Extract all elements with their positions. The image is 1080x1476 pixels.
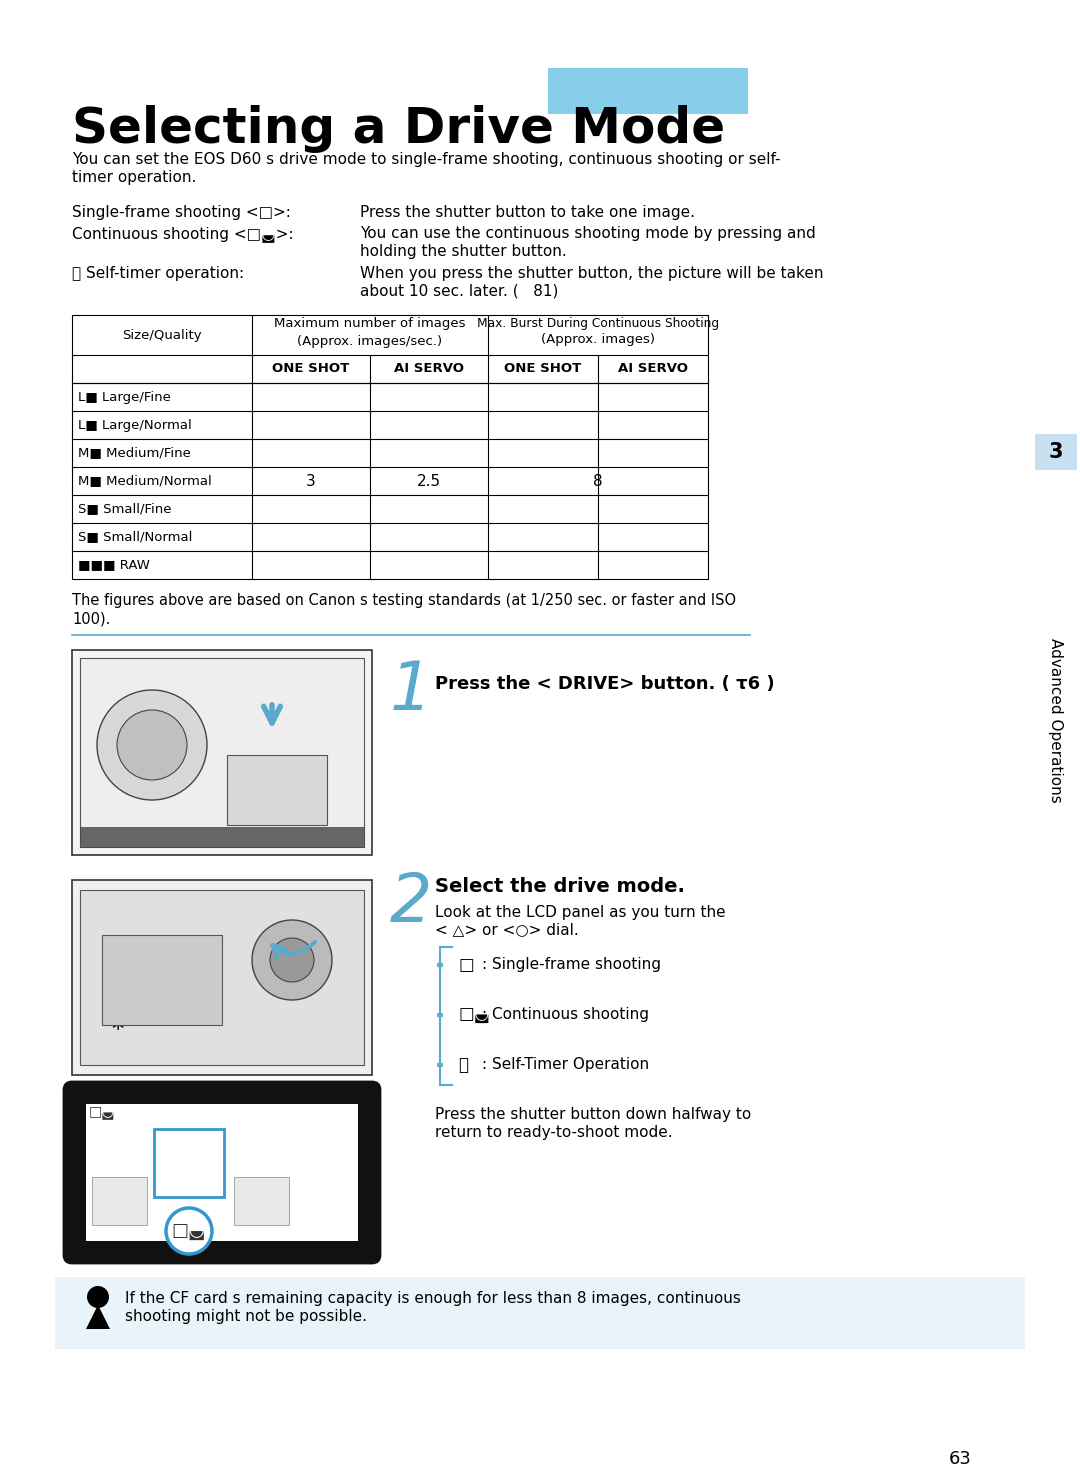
Circle shape <box>117 710 187 779</box>
Circle shape <box>97 689 207 800</box>
Text: about 10 sec. later. (   81): about 10 sec. later. ( 81) <box>360 283 558 300</box>
Text: Press the shutter button down halfway to: Press the shutter button down halfway to <box>435 1107 752 1122</box>
Text: Select the drive mode.: Select the drive mode. <box>435 877 685 896</box>
Text: L■ Large/Normal: L■ Large/Normal <box>78 419 192 431</box>
Bar <box>80 658 364 847</box>
Text: 2: 2 <box>390 869 432 936</box>
Text: 100).: 100). <box>72 611 110 626</box>
Text: : Self-Timer Operation: : Self-Timer Operation <box>482 1057 649 1073</box>
Text: return to ready-to-shoot mode.: return to ready-to-shoot mode. <box>435 1125 673 1139</box>
Text: *: * <box>111 1018 123 1042</box>
Text: Size/Quality: Size/Quality <box>122 329 202 341</box>
Bar <box>1035 434 1077 469</box>
Text: M■ Medium/Fine: M■ Medium/Fine <box>78 447 191 459</box>
Text: holding the shutter button.: holding the shutter button. <box>360 244 567 258</box>
Text: AI SERVO: AI SERVO <box>618 363 688 375</box>
Bar <box>80 827 364 847</box>
Text: □◛: □◛ <box>458 1007 490 1024</box>
Text: □: □ <box>458 956 474 974</box>
Bar <box>92 1176 147 1225</box>
Text: Single-frame shooting <□>:: Single-frame shooting <□>: <box>72 205 291 220</box>
Text: : Single-frame shooting: : Single-frame shooting <box>482 958 661 973</box>
Text: Look at the LCD panel as you turn the: Look at the LCD panel as you turn the <box>435 905 726 920</box>
Circle shape <box>252 920 332 1001</box>
Text: Maximum number of images: Maximum number of images <box>274 317 465 331</box>
Text: Press the shutter button to take one image.: Press the shutter button to take one ima… <box>360 205 696 220</box>
Text: 3: 3 <box>1049 441 1063 462</box>
Text: ⌛: ⌛ <box>458 1055 468 1075</box>
Text: 1: 1 <box>390 658 432 725</box>
Text: < △> or <○> dial.: < △> or <○> dial. <box>435 922 579 937</box>
Bar <box>234 1176 289 1225</box>
Bar <box>548 68 748 114</box>
Bar <box>55 1277 1025 1349</box>
Text: M■ Medium/Normal: M■ Medium/Normal <box>78 474 212 487</box>
Text: 3: 3 <box>306 474 315 489</box>
Text: (Approx. images/sec.): (Approx. images/sec.) <box>297 335 443 347</box>
Text: (Approx. images): (Approx. images) <box>541 332 654 345</box>
Text: □◛: □◛ <box>172 1222 206 1240</box>
Text: 63: 63 <box>948 1449 971 1469</box>
Text: If the CF card s remaining capacity is enough for less than 8 images, continuous: If the CF card s remaining capacity is e… <box>125 1292 741 1306</box>
Text: Advanced Operations: Advanced Operations <box>1049 638 1064 803</box>
Text: timer operation.: timer operation. <box>72 170 197 184</box>
Text: □◛: □◛ <box>89 1106 116 1119</box>
Text: ONE SHOT: ONE SHOT <box>504 363 582 375</box>
Text: When you press the shutter button, the picture will be taken: When you press the shutter button, the p… <box>360 266 824 280</box>
Text: : Continuous shooting: : Continuous shooting <box>482 1008 649 1023</box>
Circle shape <box>166 1207 212 1255</box>
Bar <box>227 756 327 825</box>
Text: S■ Small/Fine: S■ Small/Fine <box>78 502 172 515</box>
Text: ⌛ Self-timer operation:: ⌛ Self-timer operation: <box>72 266 244 280</box>
Circle shape <box>270 939 314 982</box>
Bar <box>72 314 708 579</box>
Bar <box>80 890 364 1066</box>
Text: Selecting a Drive Mode: Selecting a Drive Mode <box>72 105 725 154</box>
Text: Continuous shooting <□◛>:: Continuous shooting <□◛>: <box>72 226 294 242</box>
Text: L■ Large/Fine: L■ Large/Fine <box>78 391 171 403</box>
Bar <box>154 1129 224 1197</box>
Text: You can set the EOS D60 s drive mode to single-frame shooting, continuous shooti: You can set the EOS D60 s drive mode to … <box>72 152 781 167</box>
Bar <box>72 649 372 855</box>
Text: The figures above are based on Canon s testing standards (at 1/250 sec. or faste: The figures above are based on Canon s t… <box>72 593 737 608</box>
Polygon shape <box>86 1305 110 1328</box>
Text: Max. Burst During Continuous Shooting: Max. Burst During Continuous Shooting <box>477 316 719 329</box>
Text: shooting might not be possible.: shooting might not be possible. <box>125 1309 367 1324</box>
Text: 2.5: 2.5 <box>417 474 441 489</box>
Text: S■ Small/Normal: S■ Small/Normal <box>78 530 192 543</box>
Text: You can use the continuous shooting mode by pressing and: You can use the continuous shooting mode… <box>360 226 815 241</box>
Text: Press the < DRIVE> button. ( τ6 ): Press the < DRIVE> button. ( τ6 ) <box>435 675 774 694</box>
Text: ONE SHOT: ONE SHOT <box>272 363 350 375</box>
Circle shape <box>87 1286 109 1308</box>
Bar <box>102 934 222 1024</box>
Bar <box>86 1104 357 1241</box>
Text: ■■■ RAW: ■■■ RAW <box>78 558 150 571</box>
Text: 8: 8 <box>593 474 603 489</box>
Bar <box>72 880 372 1075</box>
Text: AI SERVO: AI SERVO <box>394 363 464 375</box>
FancyBboxPatch shape <box>64 1082 380 1263</box>
